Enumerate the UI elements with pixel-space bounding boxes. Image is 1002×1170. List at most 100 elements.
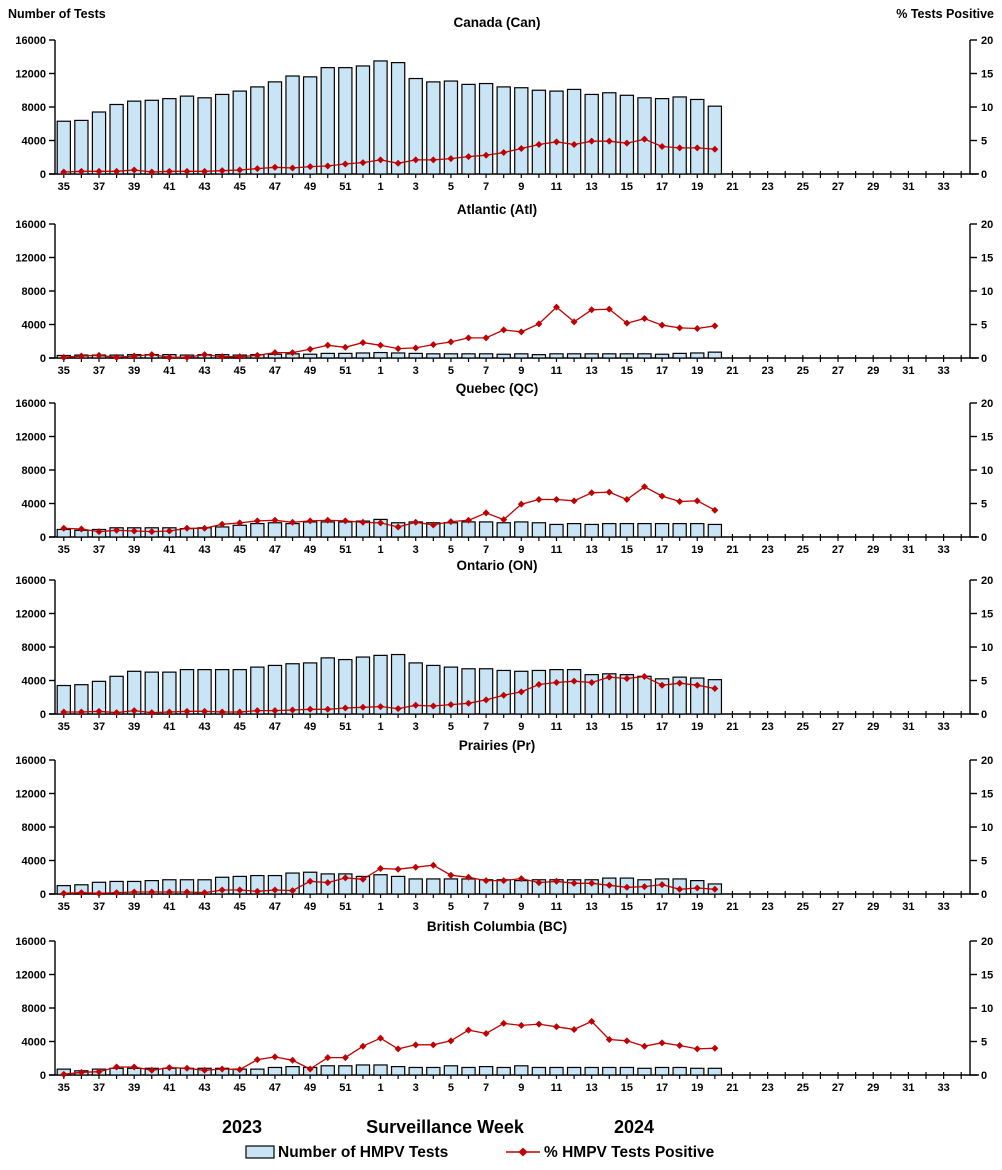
x-tick-label: 47 [269, 721, 281, 733]
marker [377, 865, 385, 873]
marker [271, 707, 279, 715]
x-tick-label: 43 [198, 365, 210, 377]
marker [165, 167, 173, 175]
x-tick-label: 21 [726, 181, 738, 193]
x-tick-label: 43 [198, 181, 210, 193]
y-right-tick-label: 5 [981, 499, 987, 511]
x-tick-label: 43 [198, 901, 210, 913]
y-left-tick-label: 12000 [15, 789, 46, 801]
marker [95, 528, 103, 536]
bar [302, 662, 318, 715]
bar [338, 67, 353, 175]
marker [570, 1025, 578, 1033]
marker [640, 483, 648, 491]
x-tick-label: 15 [621, 365, 633, 377]
bar [197, 669, 212, 715]
x-tick-label: 11 [551, 181, 563, 193]
bar [566, 1066, 582, 1076]
bar [602, 522, 617, 538]
x-tick-label: 5 [448, 901, 454, 913]
marker [218, 167, 226, 175]
marker [148, 709, 156, 717]
x-tick-label: 31 [902, 901, 914, 913]
bar [496, 86, 511, 175]
x-tick-label: 13 [586, 544, 598, 556]
left-axis-title: Number of Tests [8, 7, 106, 21]
x-tick-label: 19 [691, 1082, 703, 1094]
x-tick-label: 3 [413, 365, 419, 377]
marker [693, 1045, 701, 1053]
y-right-tick-label: 10 [981, 102, 993, 114]
bar [426, 81, 441, 175]
x-tick-label: 25 [797, 544, 809, 556]
marker [359, 159, 367, 167]
y-right-tick-label: 15 [981, 970, 993, 982]
bar [267, 522, 283, 538]
bar [373, 654, 388, 715]
y-left-tick-label: 8000 [22, 1003, 46, 1015]
marker [535, 879, 543, 887]
x-tick-label: 23 [762, 544, 774, 556]
marker [623, 1037, 631, 1045]
bar [637, 353, 652, 359]
marker [253, 165, 261, 173]
marker [60, 168, 68, 176]
x-tick-label: 27 [832, 365, 844, 377]
marker [377, 1034, 385, 1042]
bar [496, 353, 511, 359]
marker [377, 519, 385, 527]
bar [672, 96, 687, 175]
x-tick-label: 1 [377, 365, 383, 377]
x-tick-label: 33 [937, 365, 949, 377]
x-tick-label: 45 [234, 721, 246, 733]
marker [306, 345, 314, 353]
marker [500, 1019, 508, 1027]
y-left-tick-label: 0 [40, 169, 46, 181]
marker [588, 879, 596, 887]
y-left-tick-label: 4000 [22, 1037, 46, 1049]
bar [267, 81, 283, 175]
x-tick-label: 41 [163, 181, 175, 193]
bar [197, 97, 212, 175]
x-tick-label: 45 [234, 901, 246, 913]
y-left-tick-label: 4000 [22, 856, 46, 868]
marker [552, 877, 560, 885]
bar [302, 353, 318, 359]
marker [535, 681, 543, 689]
right-axis-title: % Tests Positive [896, 7, 994, 21]
bar [56, 120, 71, 175]
y-right-tick-label: 15 [981, 789, 993, 801]
marker [482, 1029, 490, 1037]
marker [289, 518, 297, 526]
marker [253, 517, 261, 525]
x-tick-label: 13 [586, 181, 598, 193]
bar [426, 353, 441, 359]
x-tick-label: 7 [483, 721, 489, 733]
x-tick-label: 13 [586, 1082, 598, 1094]
marker [500, 516, 508, 524]
marker [693, 144, 701, 152]
marker [552, 303, 560, 311]
marker [324, 516, 332, 524]
marker [429, 1041, 437, 1049]
marker [306, 705, 314, 713]
x-tick-label: 41 [163, 721, 175, 733]
x-tick-label: 39 [128, 365, 140, 377]
marker [113, 167, 121, 175]
bar [584, 93, 599, 175]
marker [359, 518, 367, 526]
marker [271, 516, 279, 524]
marker [324, 705, 332, 713]
marker [447, 338, 455, 346]
bar [584, 353, 599, 359]
marker [359, 1042, 367, 1050]
marker [447, 701, 455, 709]
marker [412, 1041, 420, 1049]
bar [390, 875, 406, 895]
marker [570, 497, 578, 505]
y-right-tick-label: 20 [981, 398, 993, 410]
